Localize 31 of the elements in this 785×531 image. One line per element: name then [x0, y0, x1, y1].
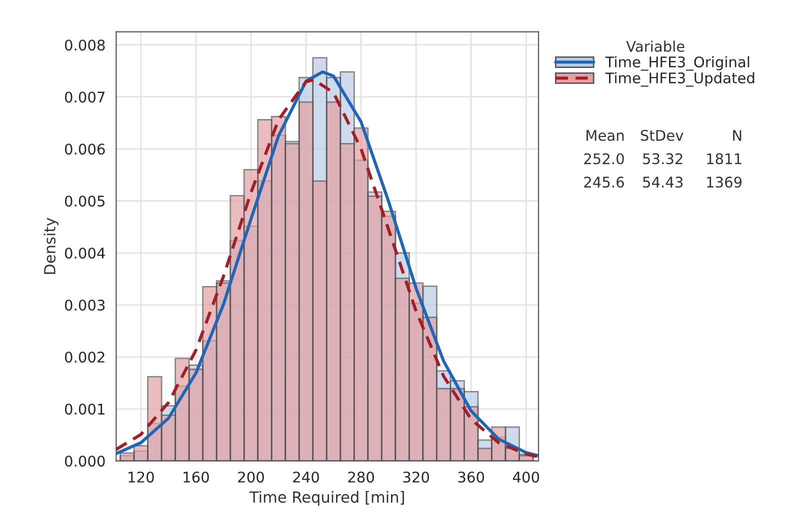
legend-label: Time_HFE3_Updated — [605, 72, 754, 87]
x-tick-label: 280 — [348, 472, 374, 483]
x-tick-label: 360 — [458, 472, 484, 483]
text: 245.6 — [584, 176, 624, 188]
x-tick-label: 400 — [512, 472, 540, 483]
y-tick-label: 0.003 — [64, 300, 105, 311]
y-tick-label: 0.004 — [64, 248, 105, 259]
y-axis-title: Density — [44, 218, 58, 274]
y-tick-label: 0.000 — [64, 456, 105, 467]
text: 53.32 — [643, 153, 682, 164]
y-tick-label: 0.008 — [64, 40, 105, 51]
y-tick-label: 0.001 — [64, 404, 104, 415]
x-tick-label: 240 — [293, 472, 319, 483]
text: N — [733, 130, 742, 141]
x-axis-title: Time Required [min] — [249, 490, 404, 506]
x-tick-label: 200 — [238, 472, 264, 483]
text: StDev — [640, 130, 684, 141]
x-tick-label: 120 — [128, 472, 154, 483]
y-tick-label: 0.007 — [64, 92, 105, 103]
x-tick-label: 160 — [184, 472, 209, 483]
text: Mean — [586, 130, 624, 141]
x-tick-label: 320 — [403, 472, 430, 483]
legend-label: Time_HFE3_Original — [605, 56, 750, 71]
text: 54.43 — [643, 176, 683, 188]
y-tick-label: 0.005 — [64, 196, 104, 207]
legend-title: Variable — [626, 40, 684, 52]
text: 1811 — [707, 153, 742, 164]
text: 252.0 — [584, 153, 624, 164]
y-tick-label: 0.006 — [64, 144, 105, 155]
text: 1369 — [707, 176, 742, 188]
y-tick-label: 0.002 — [64, 352, 104, 363]
